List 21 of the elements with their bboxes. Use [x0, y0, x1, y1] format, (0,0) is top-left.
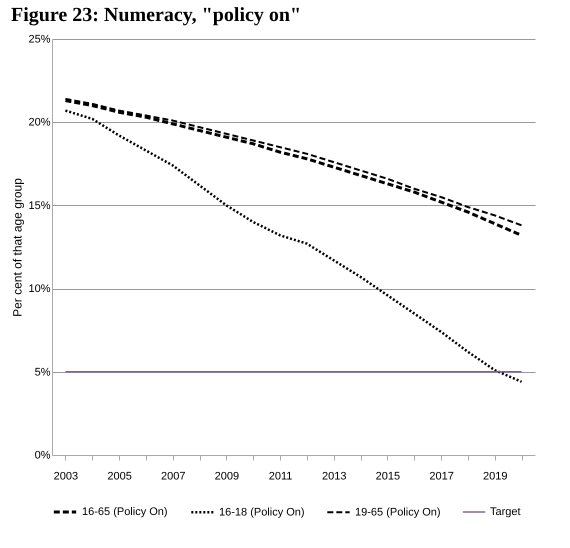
legend-label: Target — [490, 506, 521, 518]
y-tick-label: 20% — [28, 116, 51, 129]
y-tick-label: 25% — [28, 34, 51, 46]
legend-label: 19-65 (Policy On) — [355, 506, 441, 518]
x-tick-label: 2019 — [483, 470, 508, 482]
x-tick-label: 2009 — [214, 470, 240, 482]
y-axis-title: Per cent of that age group — [10, 178, 24, 317]
y-tick-label: 5% — [34, 366, 51, 378]
legend-label: 16-65 (Policy On) — [82, 506, 168, 518]
x-tick-label: 2003 — [54, 470, 78, 482]
x-tick-label: 2013 — [322, 470, 346, 482]
x-tick-label: 2007 — [161, 470, 186, 482]
y-tick-label: 15% — [28, 200, 51, 212]
x-tick-label: 2017 — [429, 470, 454, 482]
y-tick-label: 10% — [28, 283, 51, 296]
x-tick-label: 2015 — [376, 470, 400, 482]
chart-title: Figure 23: Numeracy, "policy on" — [10, 4, 302, 26]
x-tick-label: 2011 — [268, 470, 292, 482]
legend-label: 16-18 (Policy On) — [219, 506, 305, 518]
y-tick-label: 0% — [34, 450, 51, 462]
x-tick-label: 2005 — [107, 470, 132, 482]
